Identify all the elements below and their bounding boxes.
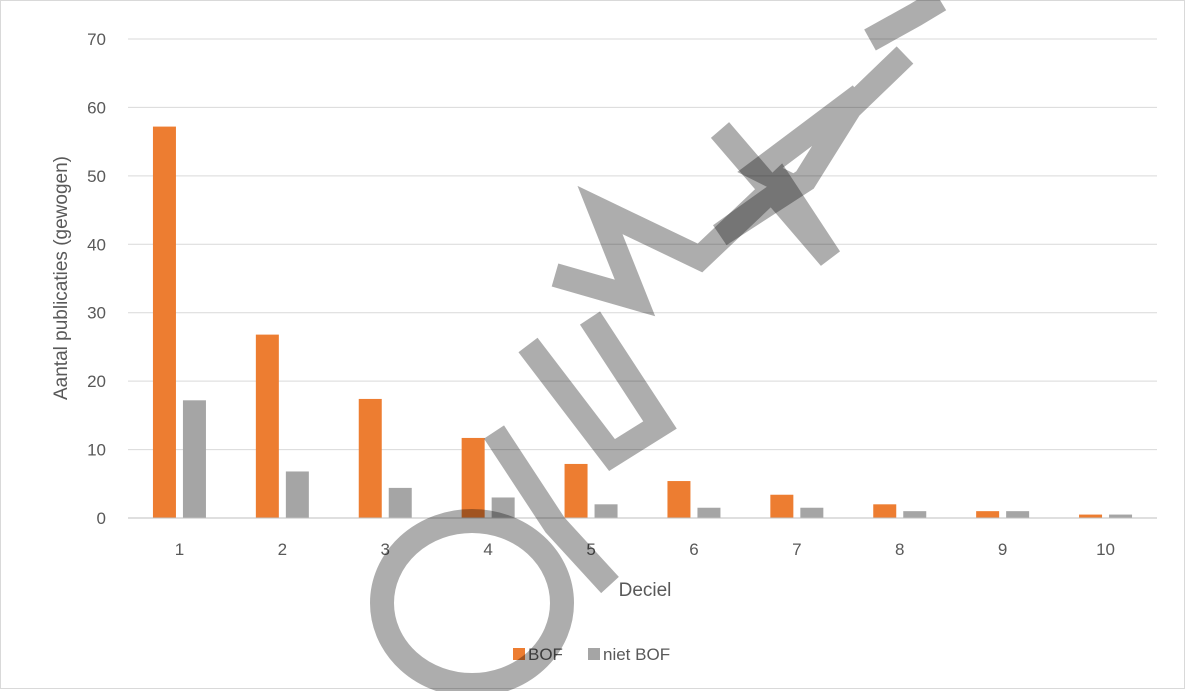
bar-bof — [873, 504, 897, 518]
bar-niet-bof — [1006, 511, 1030, 518]
legend-label: BOF — [528, 645, 563, 664]
x-tick-label: 3 — [381, 540, 390, 559]
x-tick-label: 6 — [689, 540, 698, 559]
y-tick-label: 50 — [87, 167, 106, 186]
legend-label: niet BOF — [603, 645, 670, 664]
bar-niet-bof — [285, 471, 309, 518]
bar-niet-bof — [182, 400, 206, 518]
x-tick-label: 4 — [483, 540, 492, 559]
y-tick-label: 70 — [87, 30, 106, 49]
bar-niet-bof — [697, 507, 721, 518]
y-tick-label: 10 — [87, 441, 106, 460]
watermark-letter-e — [713, 46, 914, 246]
y-tick-label: 30 — [87, 304, 106, 323]
x-axis-ticks: 1 2 3 4 5 6 7 8 9 10 — [128, 517, 1157, 559]
bar-niet-bof — [903, 511, 927, 518]
bar-bof — [461, 437, 485, 518]
watermark — [370, 0, 947, 691]
watermark-letter-u — [483, 425, 619, 594]
bar-bof — [358, 398, 382, 518]
watermark-letter-o — [370, 509, 574, 691]
bar-niet-bof — [1109, 514, 1133, 518]
watermark-letter-w — [551, 122, 841, 317]
bars — [152, 126, 1133, 519]
bar-bof — [152, 126, 176, 519]
bar-niet-bof — [388, 487, 412, 518]
x-tick-label: 2 — [278, 540, 287, 559]
legend-swatch — [588, 648, 600, 660]
x-tick-label: 5 — [586, 540, 595, 559]
y-tick-label: 40 — [87, 235, 106, 254]
legend-swatch — [513, 648, 525, 660]
x-tick-label: 1 — [175, 540, 184, 559]
bar-bof — [564, 463, 588, 518]
x-tick-label: 7 — [792, 540, 801, 559]
x-axis-title: Deciel — [619, 580, 672, 601]
watermark-letter-l — [864, 0, 947, 51]
x-tick-label: 9 — [998, 540, 1007, 559]
bar-bof — [255, 334, 279, 518]
watermark-letter-u2 — [518, 311, 677, 471]
bar-bof — [667, 481, 691, 518]
legend: BOF niet BOF — [513, 645, 670, 664]
x-tick-label: 8 — [895, 540, 904, 559]
y-axis-ticks: 0 10 20 30 40 50 60 70 — [87, 30, 106, 528]
y-tick-label: 0 — [97, 509, 106, 528]
x-tick-label: 10 — [1096, 540, 1115, 559]
y-tick-label: 60 — [87, 98, 106, 117]
y-axis-title: Aantal publicaties (gewogen) — [51, 156, 72, 400]
bar-bof — [770, 494, 794, 518]
bar-niet-bof — [594, 504, 618, 518]
y-tick-label: 20 — [87, 372, 106, 391]
bar-niet-bof — [800, 507, 824, 518]
bar-niet-bof — [491, 497, 515, 518]
bar-bof — [1079, 514, 1103, 518]
bar-bof — [976, 511, 1000, 518]
